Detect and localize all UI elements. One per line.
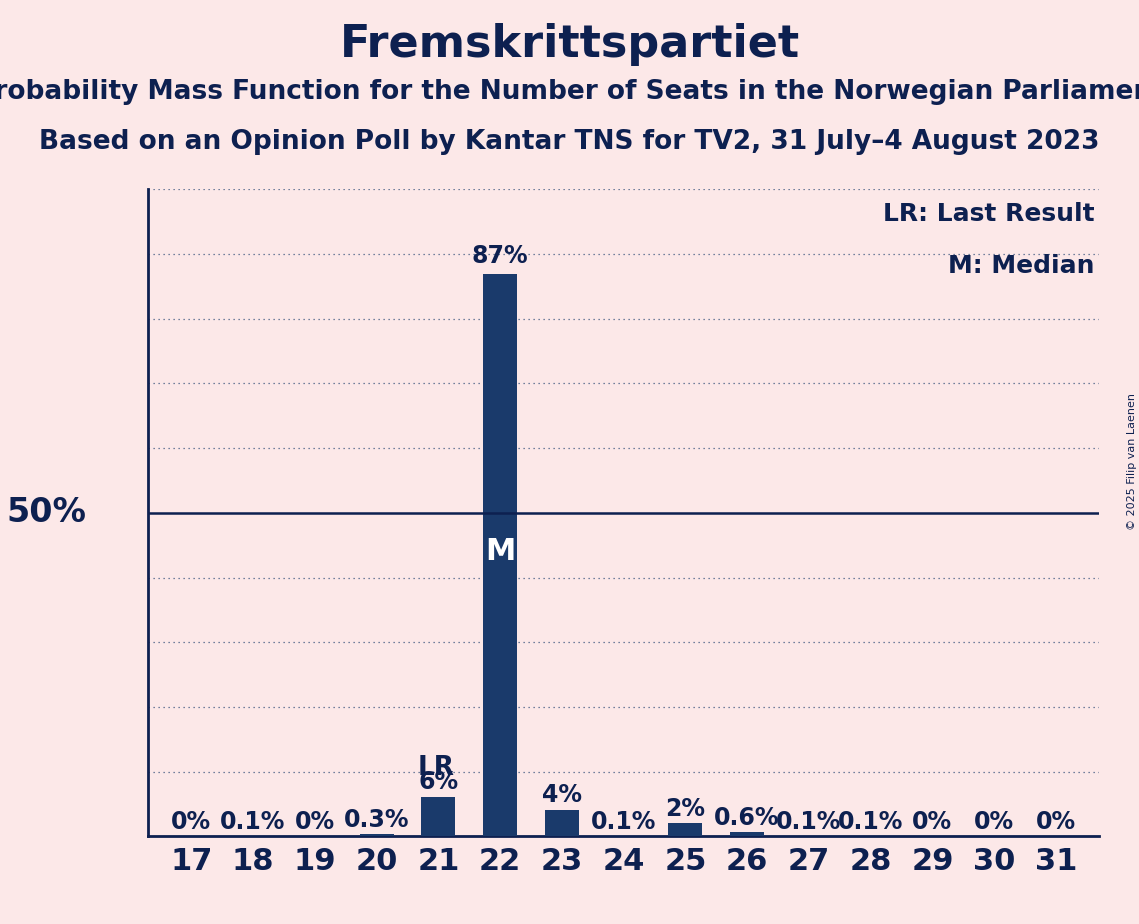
- Text: 0.1%: 0.1%: [838, 809, 903, 833]
- Bar: [421, 797, 456, 836]
- Bar: [669, 823, 703, 836]
- Text: 0.1%: 0.1%: [220, 809, 286, 833]
- Text: LR: Last Result: LR: Last Result: [883, 202, 1095, 226]
- Text: 0%: 0%: [1035, 810, 1076, 834]
- Bar: [360, 834, 394, 836]
- Text: M: Median: M: Median: [948, 254, 1095, 278]
- Text: Fremskrittspartiet: Fremskrittspartiet: [339, 23, 800, 67]
- Text: 0%: 0%: [974, 810, 1014, 834]
- Text: 0%: 0%: [171, 810, 212, 834]
- Bar: [544, 810, 579, 836]
- Text: M: M: [485, 537, 515, 566]
- Bar: [730, 833, 764, 836]
- Text: 4%: 4%: [542, 784, 582, 808]
- Text: 0%: 0%: [295, 810, 335, 834]
- Text: 0.6%: 0.6%: [714, 807, 780, 831]
- Text: 0%: 0%: [912, 810, 952, 834]
- Text: Based on an Opinion Poll by Kantar TNS for TV2, 31 July–4 August 2023: Based on an Opinion Poll by Kantar TNS f…: [39, 129, 1100, 155]
- Text: 6%: 6%: [418, 771, 458, 795]
- Text: 50%: 50%: [7, 496, 87, 529]
- Text: 2%: 2%: [665, 797, 705, 821]
- Text: 0.1%: 0.1%: [591, 809, 656, 833]
- Text: © 2025 Filip van Laenen: © 2025 Filip van Laenen: [1126, 394, 1137, 530]
- Text: LR: LR: [418, 755, 454, 782]
- Text: 0.1%: 0.1%: [776, 809, 842, 833]
- Text: Probability Mass Function for the Number of Seats in the Norwegian Parliament: Probability Mass Function for the Number…: [0, 79, 1139, 104]
- Text: 0.3%: 0.3%: [344, 808, 409, 833]
- Text: 87%: 87%: [472, 244, 528, 268]
- Bar: [483, 274, 517, 836]
